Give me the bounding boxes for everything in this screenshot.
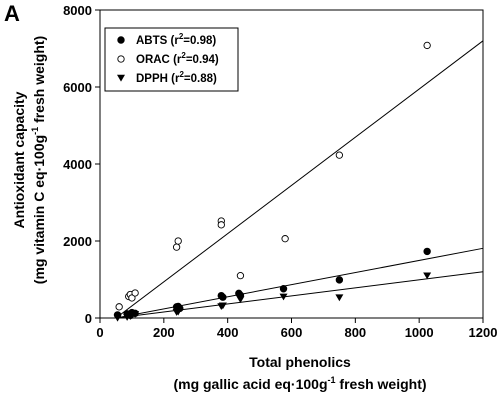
series-dpph xyxy=(113,272,432,322)
x-units-part2: fresh weight) xyxy=(336,376,427,392)
series-orac xyxy=(115,41,431,311)
data-points xyxy=(113,41,432,322)
data-point xyxy=(236,271,245,280)
data-point xyxy=(279,293,288,301)
x-units-part1: (mg gallic acid eq·100g xyxy=(173,376,327,392)
x-tick-label: 200 xyxy=(153,325,175,340)
data-point xyxy=(115,303,123,311)
data-point xyxy=(423,41,431,50)
x-tick-label: 400 xyxy=(217,325,239,340)
x-tick-label: 0 xyxy=(96,325,103,340)
legend-marker xyxy=(117,55,125,63)
legend-box xyxy=(104,27,239,92)
data-point xyxy=(131,310,140,318)
legend-marker xyxy=(117,74,125,82)
legend-r2-prefix: (r xyxy=(167,35,179,47)
data-point xyxy=(423,247,431,256)
fit-line-abts xyxy=(115,247,484,319)
legend-r2-prefix: (r xyxy=(168,73,180,85)
legend-label: ORAC (r2=0.94) xyxy=(136,51,219,66)
legend-label: ABTS (r2=0.98) xyxy=(136,32,216,47)
data-point xyxy=(281,235,289,243)
legend-r2-prefix: (r xyxy=(170,54,182,66)
data-point xyxy=(423,272,432,280)
data-point xyxy=(174,308,183,316)
legend-r2-value: =0.88) xyxy=(184,73,217,85)
legend-r2-sup: 2 xyxy=(181,51,186,60)
legend-series-name: ABTS xyxy=(136,35,168,47)
legend-label: DPPH (r2=0.88) xyxy=(136,70,217,85)
data-point xyxy=(218,302,227,310)
data-point xyxy=(174,237,182,245)
legend-marker xyxy=(117,36,125,44)
x-axis-units: (mg gallic acid eq·100g-1 fresh weight) xyxy=(173,375,426,392)
y-tick-label: 8000 xyxy=(63,3,92,18)
legend-item-orac: ORAC (r2=0.94) xyxy=(117,51,219,66)
fit-line-dpph xyxy=(115,271,484,319)
legend: ABTS (r2=0.98)ORAC (r2=0.94)DPPH (r2=0.8… xyxy=(104,27,239,92)
y-axis-title: Antioxidant capacity xyxy=(11,91,27,228)
y-units-part2: fresh weight) xyxy=(31,36,47,127)
legend-r2-value: =0.94) xyxy=(186,54,219,66)
legend-r2-sup: 2 xyxy=(179,32,184,41)
data-point xyxy=(131,289,139,297)
legend-item-dpph: DPPH (r2=0.88) xyxy=(117,70,217,85)
y-tick-label: 6000 xyxy=(63,80,92,95)
data-point xyxy=(335,276,344,284)
data-point xyxy=(219,293,227,301)
legend-r2-value: =0.98) xyxy=(183,35,216,47)
axes: 0 200 400 600 800 1000 1200 0 2000 4000 6000 8000 xyxy=(63,3,497,340)
data-point xyxy=(335,151,344,159)
legend-item-abts: ABTS (r2=0.98) xyxy=(117,32,216,47)
data-point xyxy=(172,243,181,251)
y-units-sup: -1 xyxy=(30,127,40,135)
x-units-sup: -1 xyxy=(328,375,336,385)
x-tick-label: 600 xyxy=(281,325,303,340)
data-point xyxy=(128,294,136,302)
x-tick-label: 1000 xyxy=(405,325,434,340)
y-tick-label: 4000 xyxy=(63,157,92,172)
legend-r2-sup: 2 xyxy=(179,70,184,79)
x-tick-label: 800 xyxy=(344,325,366,340)
y-units-part1: (mg vitamin C eq·100g xyxy=(31,135,47,284)
legend-series-name: DPPH xyxy=(136,73,168,85)
data-point xyxy=(236,296,245,304)
data-point xyxy=(217,221,225,229)
panel-label: A xyxy=(4,1,20,26)
data-point xyxy=(335,294,344,302)
data-point xyxy=(279,285,288,293)
x-tick-label: 1200 xyxy=(469,325,498,340)
y-axis-units: (mg vitamin C eq·100g-1 fresh weight) xyxy=(30,36,47,284)
legend-series-name: ORAC xyxy=(136,54,170,66)
y-tick-label: 2000 xyxy=(63,234,92,249)
y-tick-label: 0 xyxy=(85,311,92,326)
fit-line-orac xyxy=(115,40,484,319)
x-axis-title: Total phenolics xyxy=(249,354,351,370)
data-point xyxy=(113,314,122,322)
